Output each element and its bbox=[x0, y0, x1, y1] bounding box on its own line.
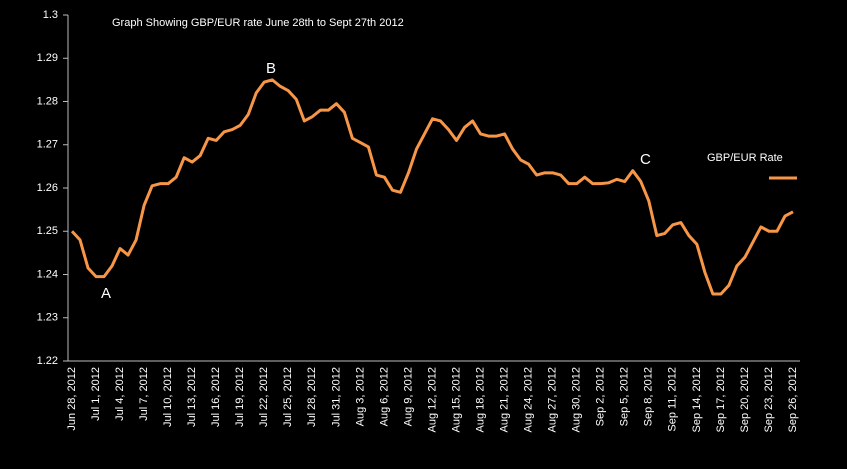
x-tick-label: Jul 4, 2012 bbox=[114, 367, 126, 421]
x-tick-label: Aug 30, 2012 bbox=[571, 367, 583, 432]
chart-title: Graph Showing GBP/EUR rate June 28th to … bbox=[112, 17, 404, 29]
x-tick-label: Aug 9, 2012 bbox=[402, 367, 414, 426]
data-line bbox=[70, 78, 794, 296]
x-tick-label: Jul 28, 2012 bbox=[306, 367, 318, 427]
x-tick-label: Jul 22, 2012 bbox=[258, 367, 270, 427]
y-tick-label: 1.23 bbox=[37, 312, 58, 324]
annotation: B bbox=[266, 60, 276, 77]
x-tick-label: Jun 28, 2012 bbox=[66, 367, 78, 431]
annotation: A bbox=[101, 285, 111, 302]
x-tick-label: Aug 27, 2012 bbox=[547, 367, 559, 432]
x-tick-label: Sep 5, 2012 bbox=[619, 367, 631, 426]
y-tick-label: 1.22 bbox=[37, 355, 58, 367]
x-tick-label: Sep 26, 2012 bbox=[787, 367, 799, 432]
legend-label: GBP/EUR Rate bbox=[707, 152, 783, 164]
x-tick-label: Jul 13, 2012 bbox=[186, 367, 198, 427]
y-tick-label: 1.29 bbox=[37, 52, 58, 64]
x-tick-label: Aug 15, 2012 bbox=[450, 367, 462, 432]
y-tick-label: 1.28 bbox=[37, 95, 58, 107]
y-tick-label: 1.25 bbox=[37, 225, 58, 237]
x-tick-label: Sep 17, 2012 bbox=[715, 367, 727, 432]
x-tick-label: Jul 25, 2012 bbox=[282, 367, 294, 427]
x-tick-label: Sep 14, 2012 bbox=[691, 367, 703, 432]
x-tick-label: Aug 18, 2012 bbox=[474, 367, 486, 432]
x-tick-label: Sep 11, 2012 bbox=[667, 367, 679, 432]
y-tick-label: 1.26 bbox=[37, 182, 58, 194]
y-tick-label: 1.3 bbox=[43, 9, 58, 21]
x-tick-label: Jul 7, 2012 bbox=[138, 367, 150, 421]
x-tick-label: Jul 31, 2012 bbox=[330, 367, 342, 427]
x-tick-label: Jul 19, 2012 bbox=[234, 367, 246, 427]
y-tick-label: 1.27 bbox=[37, 139, 58, 151]
x-tick-label: Jul 1, 2012 bbox=[90, 367, 102, 421]
x-tick-label: Jul 10, 2012 bbox=[162, 367, 174, 427]
x-tick-label: Sep 23, 2012 bbox=[763, 367, 775, 432]
annotation: C bbox=[640, 151, 651, 168]
y-tick-label: 1.24 bbox=[37, 268, 58, 280]
x-tick-label: Aug 24, 2012 bbox=[523, 367, 535, 432]
x-tick-label: Aug 12, 2012 bbox=[426, 367, 438, 432]
x-tick-label: Sep 20, 2012 bbox=[739, 367, 751, 432]
x-tick-label: Sep 2, 2012 bbox=[595, 367, 607, 426]
x-tick-label: Aug 21, 2012 bbox=[499, 367, 511, 432]
x-tick-label: Jul 16, 2012 bbox=[210, 367, 222, 427]
x-tick-label: Sep 8, 2012 bbox=[643, 367, 655, 426]
x-tick-label: Aug 3, 2012 bbox=[354, 367, 366, 426]
x-tick-label: Aug 6, 2012 bbox=[378, 367, 390, 426]
